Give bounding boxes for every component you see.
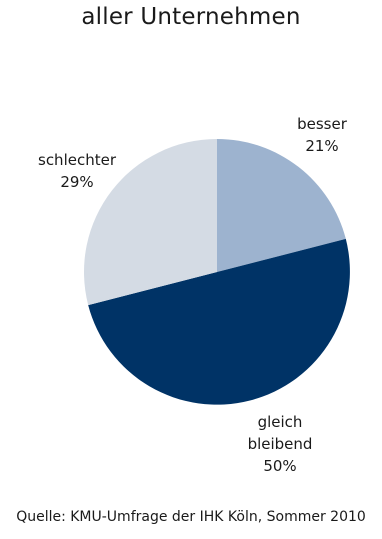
pie-slice-besser (217, 139, 346, 272)
slice-name-gleich-line1: gleich (257, 413, 303, 431)
slice-name-gleich-line2: bleibend (247, 435, 313, 453)
slice-label-gleich-bleibend: gleich bleibend 50% (240, 411, 320, 477)
chart-title: aller Unternehmen (81, 4, 301, 30)
source-note: Quelle: KMU-Umfrage der IHK Köln, Sommer… (16, 509, 366, 525)
slice-value-gleich: 50% (263, 457, 297, 475)
slice-label-schlechter: schlechter 29% (22, 149, 132, 193)
slice-value-besser: 21% (305, 137, 339, 155)
slice-value-schlechter: 29% (60, 173, 94, 191)
slice-name-schlechter: schlechter (38, 151, 116, 169)
pie-slice-gleich-bleibend (88, 238, 350, 405)
slice-name-besser: besser (297, 115, 347, 133)
slice-label-besser: besser 21% (292, 113, 352, 157)
pie-slice-schlechter (84, 139, 218, 306)
